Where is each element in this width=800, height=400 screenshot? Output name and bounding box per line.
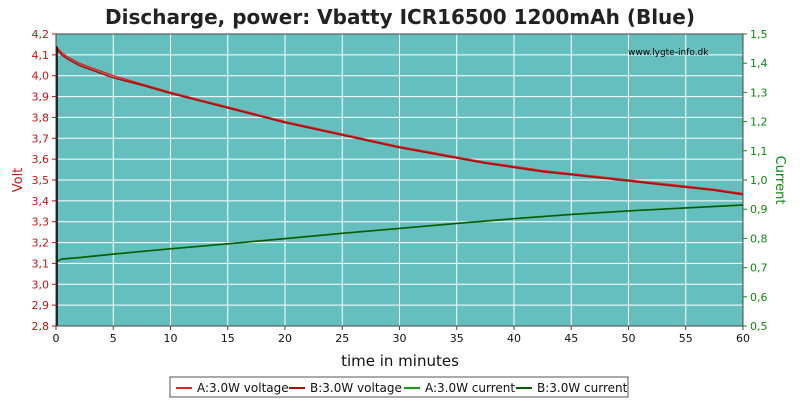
x-axis-ticks: 0 5 10 15 20 25 30 35 40 45 50 55 60 <box>53 326 750 345</box>
y-tick-label: 3,9 <box>32 91 50 104</box>
y-tick-label: 4,1 <box>32 49 50 62</box>
y2-tick-label: 1,5 <box>750 28 768 41</box>
y-tick-label: 3,6 <box>32 153 50 166</box>
y2-tick-label: 1,2 <box>750 116 768 129</box>
y-tick-label: 3,8 <box>32 111 50 124</box>
y-tick-label: 3,2 <box>32 237 50 250</box>
y2-tick-label: 0,5 <box>750 320 768 333</box>
x-tick-label: 15 <box>221 332 235 345</box>
x-tick-label: 10 <box>164 332 178 345</box>
y-tick-label: 3,1 <box>32 257 50 270</box>
y2-tick-label: 1,0 <box>750 174 768 187</box>
y-axis-ticks: 2,8 2,9 3,0 3,1 3,2 3,3 3,4 3,5 3,6 3,7 3,8 3,9 4,0 4… <box>32 28 56 333</box>
series-line-a-3-0w-voltage <box>55 45 744 195</box>
y-tick-label: 3,3 <box>32 216 50 229</box>
legend-label: B:3.0W voltage <box>310 381 402 395</box>
legend-item: B:3.0W voltage <box>289 381 402 395</box>
legend-item: A:3.0W current <box>404 381 515 395</box>
y-tick-label: 3,0 <box>32 278 50 291</box>
legend-label: A:3.0W current <box>425 381 515 395</box>
x-tick-label: 35 <box>450 332 464 345</box>
y2-tick-label: 0,7 <box>750 262 768 275</box>
y2-tick-label: 1,1 <box>750 145 768 158</box>
x-tick-label: 5 <box>110 332 117 345</box>
legend: A:3.0W voltage B:3.0W voltage A:3.0W curre… <box>169 376 629 398</box>
y-tick-label: 3,4 <box>32 195 50 208</box>
x-tick-label: 25 <box>335 332 349 345</box>
watermark: www.lygte-info.dk <box>628 48 709 58</box>
y-tick-label: 3,7 <box>32 132 50 145</box>
y-tick-label: 4,2 <box>32 28 50 41</box>
x-axis-label: time in minutes <box>341 352 459 370</box>
legend-item: A:3.0W voltage <box>176 381 289 395</box>
y2-axis-label: Current <box>772 156 787 205</box>
y-tick-label: 3,5 <box>32 174 50 187</box>
y-tick-label: 2,9 <box>32 299 50 312</box>
x-tick-label: 60 <box>736 332 750 345</box>
series-line-b-3-0w-current <box>55 204 744 263</box>
y2-tick-label: 0,6 <box>750 291 768 304</box>
x-tick-label: 50 <box>622 332 636 345</box>
y2-axis-ticks: 0,5 0,6 0,7 0,8 0,9 1,0 1,1 1,2 1,3 1,4 1,5 <box>743 28 768 333</box>
chart-title: Discharge, power: Vbatty ICR16500 1200mA… <box>105 5 695 29</box>
legend-label: A:3.0W voltage <box>197 381 289 395</box>
y2-tick-label: 1,3 <box>750 86 768 99</box>
x-tick-label: 55 <box>679 332 693 345</box>
x-tick-label: 40 <box>507 332 521 345</box>
legend-label: B:3.0W current <box>537 381 628 395</box>
y-tick-label: 2,8 <box>32 320 50 333</box>
x-tick-label: 45 <box>564 332 578 345</box>
y2-tick-label: 0,8 <box>750 232 768 245</box>
y2-tick-label: 0,9 <box>750 203 768 216</box>
x-tick-label: 0 <box>53 332 60 345</box>
series-layer <box>55 45 744 326</box>
series-line-b-3-0w-voltage <box>55 48 744 196</box>
legend-item: B:3.0W current <box>516 381 628 395</box>
y2-tick-label: 1,4 <box>750 57 768 70</box>
x-tick-label: 20 <box>278 332 292 345</box>
x-tick-label: 30 <box>393 332 407 345</box>
y-tick-label: 4,0 <box>32 70 50 83</box>
legend-box <box>169 376 629 398</box>
y-axis-label: Volt <box>11 168 26 193</box>
